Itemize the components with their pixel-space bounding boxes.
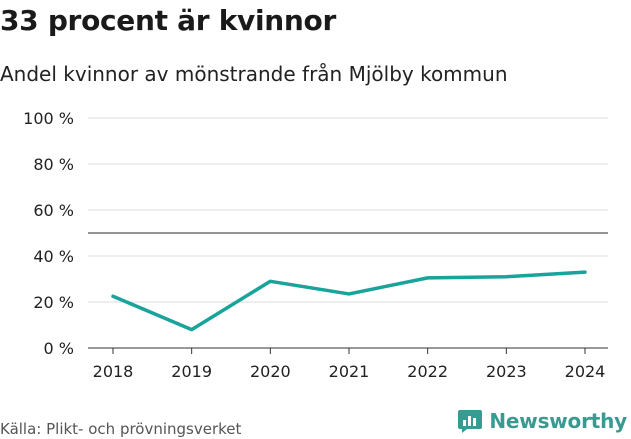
x-tick-label: 2021	[329, 362, 370, 381]
chart-subtitle: Andel kvinnor av mönstrande från Mjölby …	[0, 62, 508, 86]
x-tick-label: 2023	[486, 362, 527, 381]
source-note: Källa: Plikt- och prövningsverket	[0, 420, 242, 438]
x-tick-label: 2019	[171, 362, 212, 381]
line-chart: 0 % 20 % 40 % 60 % 80 % 100 % 2018 2019 2020 202…	[23, 109, 608, 381]
y-tick-label: 100 %	[23, 109, 74, 128]
chart-title: 33 procent är kvinnor	[0, 4, 336, 37]
x-tick-label: 2020	[250, 362, 291, 381]
series-group	[111, 270, 587, 332]
x-axis: 2018 2019 2020 2021 2022 2023 2024	[93, 348, 606, 381]
y-tick-label: 60 %	[33, 201, 74, 220]
gridlines	[88, 117, 608, 303]
y-axis: 0 % 20 % 40 % 60 % 80 % 100 %	[23, 109, 608, 358]
newsworthy-logo-icon	[458, 410, 483, 433]
series-line	[111, 270, 587, 332]
x-tick-label: 2024	[565, 362, 606, 381]
y-tick-label: 40 %	[33, 247, 74, 266]
y-tick-label: 20 %	[33, 293, 74, 312]
y-tick-label: 0 %	[44, 339, 74, 358]
brand-name: Newsworthy	[489, 409, 627, 433]
x-tick-label: 2018	[93, 362, 134, 381]
x-tick-label: 2022	[407, 362, 448, 381]
y-tick-label: 80 %	[33, 155, 74, 174]
brand-logo: Newsworthy	[457, 408, 627, 434]
